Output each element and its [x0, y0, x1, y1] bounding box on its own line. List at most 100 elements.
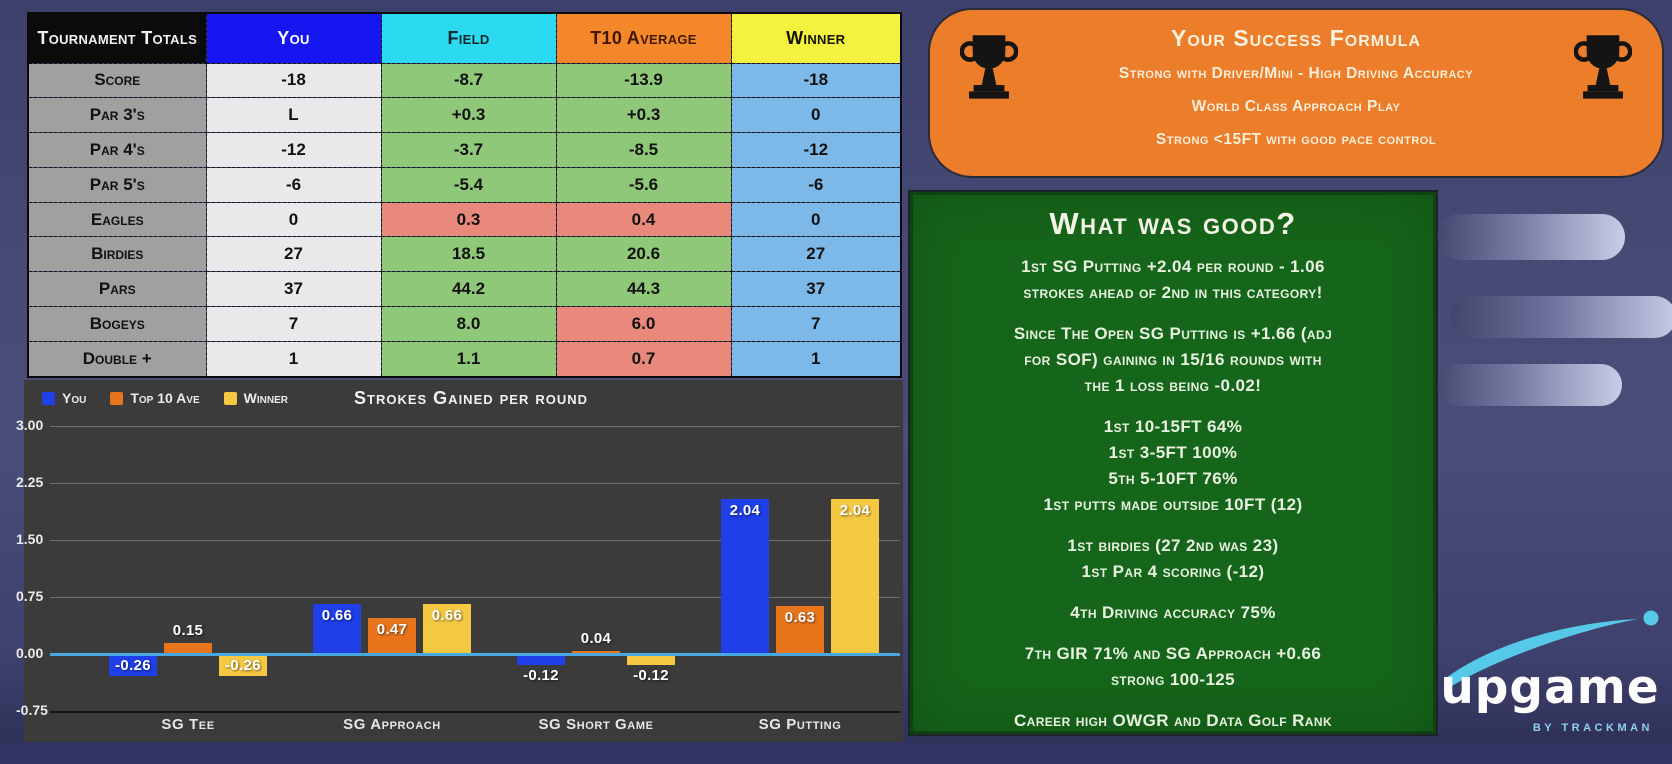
table-row: Double +1 1.1 0.7 1 [27, 340, 902, 378]
cell-field: 8.0 [380, 305, 557, 342]
gridline [50, 482, 900, 484]
cell-t10-average: -13.9 [555, 62, 732, 99]
trophy-icon [960, 35, 1018, 99]
cell-field: +0.3 [380, 97, 557, 134]
bar-you [517, 656, 565, 666]
bar-value-label: 0.04 [580, 629, 612, 647]
cell-t10-average: +0.3 [555, 97, 732, 134]
bar-winner [627, 656, 675, 666]
what-was-good-line: strong 100-125 [1110, 670, 1236, 689]
cell-you: -12 [205, 132, 382, 168]
cell-you: L [205, 97, 382, 134]
cell-t10-average: -5.6 [555, 166, 732, 203]
y-tick-label: -0.75 [16, 702, 48, 718]
cell-winner: 1 [730, 340, 902, 378]
y-tick-label: 3.00 [16, 417, 44, 433]
what-was-good-paragraph: 4th Driving accuracy 75% [910, 600, 1436, 626]
legend-item-you: You [42, 390, 86, 406]
table-row: Eagles 0 0.3 0.4 0 [27, 201, 902, 238]
row-label: Par 4's [27, 132, 207, 168]
cell-you: 37 [205, 271, 382, 307]
bar-value-label: -0.26 [115, 657, 151, 674]
y-tick-label: 1.50 [16, 531, 44, 547]
trophy-icon [1574, 35, 1632, 99]
cell-t10-average: 0.7 [555, 340, 732, 378]
cell-field: 1.1 [380, 340, 557, 378]
column-header-winner: Winner [730, 12, 902, 64]
table-row: Par 4's -12 -3.7 -8.5 -12 [27, 132, 902, 168]
column-header-field: Field [380, 12, 557, 64]
cell-t10-average: 44.3 [555, 271, 732, 307]
table-header-row: Tournament Totals You Field T10 Average Winn… [27, 12, 902, 64]
row-label: Bogeys [27, 305, 207, 342]
cell-you: -6 [205, 166, 382, 203]
what-was-good-paragraph: Career high OWGR and Data Golf Rank [910, 708, 1436, 734]
success-formula-line: Strong with Driver/Mini - High Driving A… [1118, 65, 1474, 82]
row-label: Par 5's [27, 166, 207, 203]
bar-value-label: 0.15 [172, 621, 204, 639]
chart-legend: You Top 10 Ave Winner [42, 390, 288, 406]
cell-field: 18.5 [380, 236, 557, 273]
column-header-t10-average: T10 Average [555, 12, 732, 64]
legend-item-winner: Winner [223, 390, 288, 406]
cell-winner: 7 [730, 305, 902, 342]
cell-winner: 27 [730, 236, 902, 273]
success-formula-title: Your Success Formula [1171, 25, 1421, 51]
cell-t10-average: 20.6 [555, 236, 732, 273]
decorative-pill [1437, 214, 1625, 260]
cell-you: 7 [205, 305, 382, 342]
what-was-good-line: 1st Par 4 scoring (-12) [1081, 562, 1265, 581]
gridline [50, 596, 900, 598]
cell-you: -18 [205, 62, 382, 99]
bar-value-label: -0.12 [523, 667, 559, 685]
cell-winner: 37 [730, 271, 902, 307]
what-was-good-title: What was good? [1049, 206, 1297, 241]
row-label: Score [27, 62, 207, 99]
decorative-pill [1437, 364, 1622, 406]
bar-winner [219, 656, 267, 676]
what-was-good-line: 1st birdies (27 2nd was 23) [1067, 536, 1279, 555]
what-was-good-line: Career high OWGR and Data Golf Rank [1013, 711, 1333, 730]
cell-field: -8.7 [380, 62, 557, 99]
what-was-good-line: 1st SG Putting +2.04 per round - 1.06 [1021, 257, 1325, 276]
logo-wordmark: upgame [1440, 660, 1660, 715]
cell-winner: 0 [730, 201, 902, 238]
what-was-good-paragraph: 7th GIR 71% and SG Approach +0.66 strong … [910, 641, 1436, 693]
gridline [50, 539, 900, 541]
cell-field: -3.7 [380, 132, 557, 168]
cell-field: 0.3 [380, 201, 557, 238]
y-tick-label: 2.25 [16, 474, 44, 490]
what-was-good-line: 1st 3-5FT 100% [1108, 443, 1238, 462]
x-axis-label: SG Approach [343, 716, 441, 733]
upgame-logo: upgame BY TRACKMAN [1440, 598, 1666, 748]
row-label: Birdies [27, 236, 207, 273]
chart-title: Strokes Gained per round [354, 388, 589, 408]
decorative-pill [1450, 296, 1672, 338]
bottom-strip [0, 742, 1672, 764]
what-was-good-paragraph: 1st SG Putting +2.04 per round - 1.06 str… [910, 254, 1436, 306]
cell-t10-average: 0.4 [555, 201, 732, 238]
gridline [50, 710, 900, 713]
cell-winner: -18 [730, 62, 902, 99]
row-label: Par 3's [27, 97, 207, 134]
table-row: Pars 37 44.2 44.3 37 [27, 271, 902, 307]
bar-you [721, 498, 769, 654]
bar-value-label: -0.12 [633, 667, 669, 685]
gridline [50, 425, 900, 427]
table-row: Par 5's -6 -5.4 -5.6 -6 [27, 166, 902, 203]
column-header-you: You [205, 12, 382, 64]
bar-value-label: 0.47 [376, 621, 408, 639]
cell-you: 0 [205, 201, 382, 238]
legend-item-top-10-ave: Top 10 Ave [110, 390, 200, 406]
row-label: Double + [27, 340, 207, 378]
what-was-good-card: What was good? 1st SG Putting +2.04 per … [908, 190, 1438, 736]
what-was-good-line: 7th GIR 71% and SG Approach +0.66 [1024, 644, 1322, 663]
legend-label: You [62, 390, 87, 406]
table-row: Par 3's L +0.3 +0.3 0 [27, 97, 902, 134]
swoosh-ball-icon [1446, 610, 1659, 686]
bar-value-label: 2.04 [839, 501, 871, 519]
cell-field: 44.2 [380, 271, 557, 307]
table-title-cell: Tournament Totals [27, 12, 207, 64]
what-was-good-line: for SOF) gaining in 15/16 rounds with [1024, 350, 1322, 369]
